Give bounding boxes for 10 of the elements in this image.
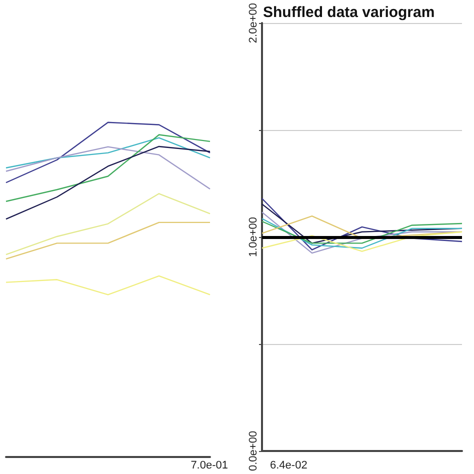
y-tick-label: 1.0e+00 [248, 216, 260, 258]
line-series [261, 220, 463, 244]
line-series [261, 198, 463, 250]
text: 7.0e-01 [190, 460, 228, 472]
line-series [261, 218, 463, 249]
y-tick-label: 0.0e+00 [248, 430, 260, 472]
line-series [261, 231, 463, 252]
y-tick-label: 2.0e+00 [248, 2, 260, 44]
chart-title: Shuffled data variogram [263, 4, 435, 21]
text: 6.4e-02 [270, 460, 308, 472]
